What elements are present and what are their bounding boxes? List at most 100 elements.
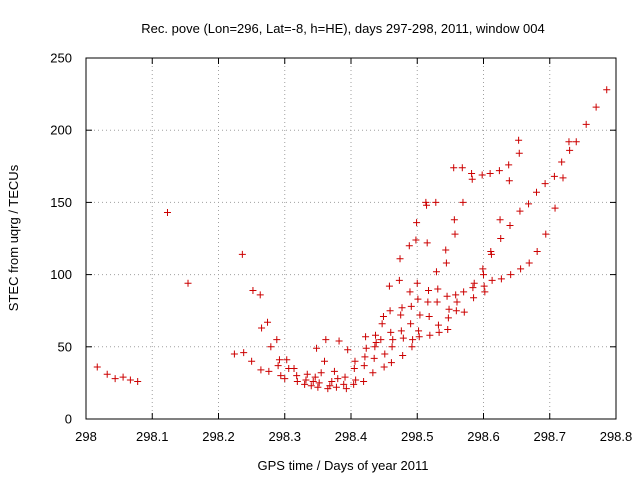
data-point	[413, 279, 421, 287]
data-point	[267, 343, 275, 351]
data-point	[275, 356, 283, 364]
data-point	[302, 376, 310, 384]
data-point	[395, 276, 403, 284]
data-point	[351, 357, 359, 365]
data-point	[468, 175, 476, 183]
data-point	[330, 367, 338, 375]
data-point	[409, 336, 417, 344]
data-point	[407, 320, 415, 328]
data-point	[426, 331, 434, 339]
x-tick-labels: 298 298.1 298.2 298.3 298.4 298.5 298.6 298.7 29…	[75, 429, 632, 444]
data-point	[184, 279, 192, 287]
data-point	[377, 336, 385, 344]
data-point	[458, 164, 466, 172]
y-tick-labels: 0 50 100 150 200 250	[50, 51, 72, 427]
plot-frame	[85, 57, 617, 420]
x-tick-label: 298.5	[401, 429, 434, 444]
data-point	[361, 353, 369, 361]
data-point	[451, 230, 459, 238]
data-point	[332, 383, 340, 391]
data-point	[362, 344, 370, 352]
data-point	[412, 236, 420, 244]
y-tick-label: 100	[50, 267, 72, 282]
x-tick-label: 298.8	[600, 429, 633, 444]
data-point	[126, 376, 134, 384]
data-point	[488, 276, 496, 284]
data-point	[248, 357, 256, 365]
y-tick-label: 250	[50, 51, 72, 66]
x-tick-label: 298.1	[136, 429, 169, 444]
data-point	[163, 209, 171, 217]
data-point	[396, 255, 404, 263]
data-point	[572, 138, 580, 146]
data-point	[558, 158, 566, 166]
data-point	[311, 373, 319, 381]
grid-lines	[86, 58, 616, 419]
data-point	[444, 314, 452, 322]
data-point	[388, 343, 396, 351]
data-point	[293, 377, 301, 385]
data-point	[507, 271, 515, 279]
data-point	[565, 138, 573, 146]
data-point	[314, 383, 322, 391]
data-point	[432, 268, 440, 276]
data-point	[413, 219, 421, 227]
data-point	[256, 291, 264, 299]
y-tick-label: 150	[50, 195, 72, 210]
data-point	[352, 376, 360, 384]
data-point	[424, 298, 432, 306]
data-point	[313, 344, 321, 352]
data-point	[487, 250, 495, 258]
data-point	[334, 375, 342, 383]
chart-title: Rec. pove (Lon=296, Lat=-8, h=HE), days …	[141, 21, 544, 36]
data-point	[450, 164, 458, 172]
x-tick-label: 298.7	[533, 429, 566, 444]
data-point	[240, 349, 248, 357]
data-point	[387, 359, 395, 367]
data-point	[397, 327, 405, 335]
data-point	[452, 291, 460, 299]
data-point	[592, 103, 600, 111]
data-point	[317, 369, 325, 377]
x-tick-label: 298	[75, 429, 97, 444]
data-point	[301, 380, 309, 388]
data-point	[551, 204, 559, 212]
data-point	[360, 377, 368, 385]
data-point	[469, 284, 477, 292]
data-point	[274, 362, 282, 370]
data-point	[442, 259, 450, 267]
data-point	[414, 295, 422, 303]
data-point	[307, 382, 315, 390]
data-point	[460, 308, 468, 316]
x-tick-label: 298.4	[335, 429, 368, 444]
data-point	[423, 201, 431, 209]
data-point	[450, 216, 458, 224]
data-point	[452, 307, 460, 315]
data-points	[93, 86, 611, 393]
data-point	[258, 324, 266, 332]
data-point	[303, 370, 311, 378]
y-axis-label: STEC from uqrg / TECUs	[6, 164, 21, 311]
data-point	[350, 380, 358, 388]
data-point	[230, 350, 238, 358]
data-point	[398, 304, 406, 312]
data-point	[525, 200, 533, 208]
data-point	[293, 372, 301, 380]
data-point	[344, 346, 352, 354]
data-point	[415, 327, 423, 335]
data-point	[497, 275, 505, 283]
data-point	[257, 366, 265, 374]
data-point	[379, 312, 387, 320]
data-point	[290, 364, 298, 372]
data-point	[435, 328, 443, 336]
data-point	[372, 331, 380, 339]
data-point	[405, 242, 413, 250]
data-point	[399, 334, 407, 342]
data-point	[453, 298, 461, 306]
data-point	[506, 222, 514, 230]
data-point	[397, 311, 405, 319]
x-tick-label: 298.3	[268, 429, 301, 444]
data-point	[566, 146, 574, 154]
data-point	[559, 174, 567, 182]
